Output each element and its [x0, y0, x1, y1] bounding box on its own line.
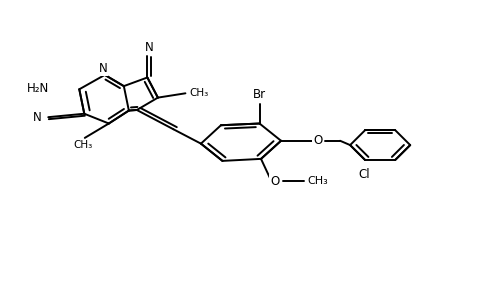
- Text: CH₃: CH₃: [307, 176, 327, 186]
- Text: CH₃: CH₃: [189, 88, 208, 98]
- Text: Cl: Cl: [358, 168, 370, 181]
- Text: H₂N: H₂N: [27, 82, 49, 95]
- Text: O: O: [312, 134, 322, 147]
- Text: N: N: [144, 41, 153, 54]
- Text: Br: Br: [253, 88, 266, 101]
- Text: N: N: [33, 111, 42, 124]
- Text: N: N: [99, 62, 108, 75]
- Text: CH₃: CH₃: [73, 140, 92, 150]
- Text: O: O: [270, 175, 279, 188]
